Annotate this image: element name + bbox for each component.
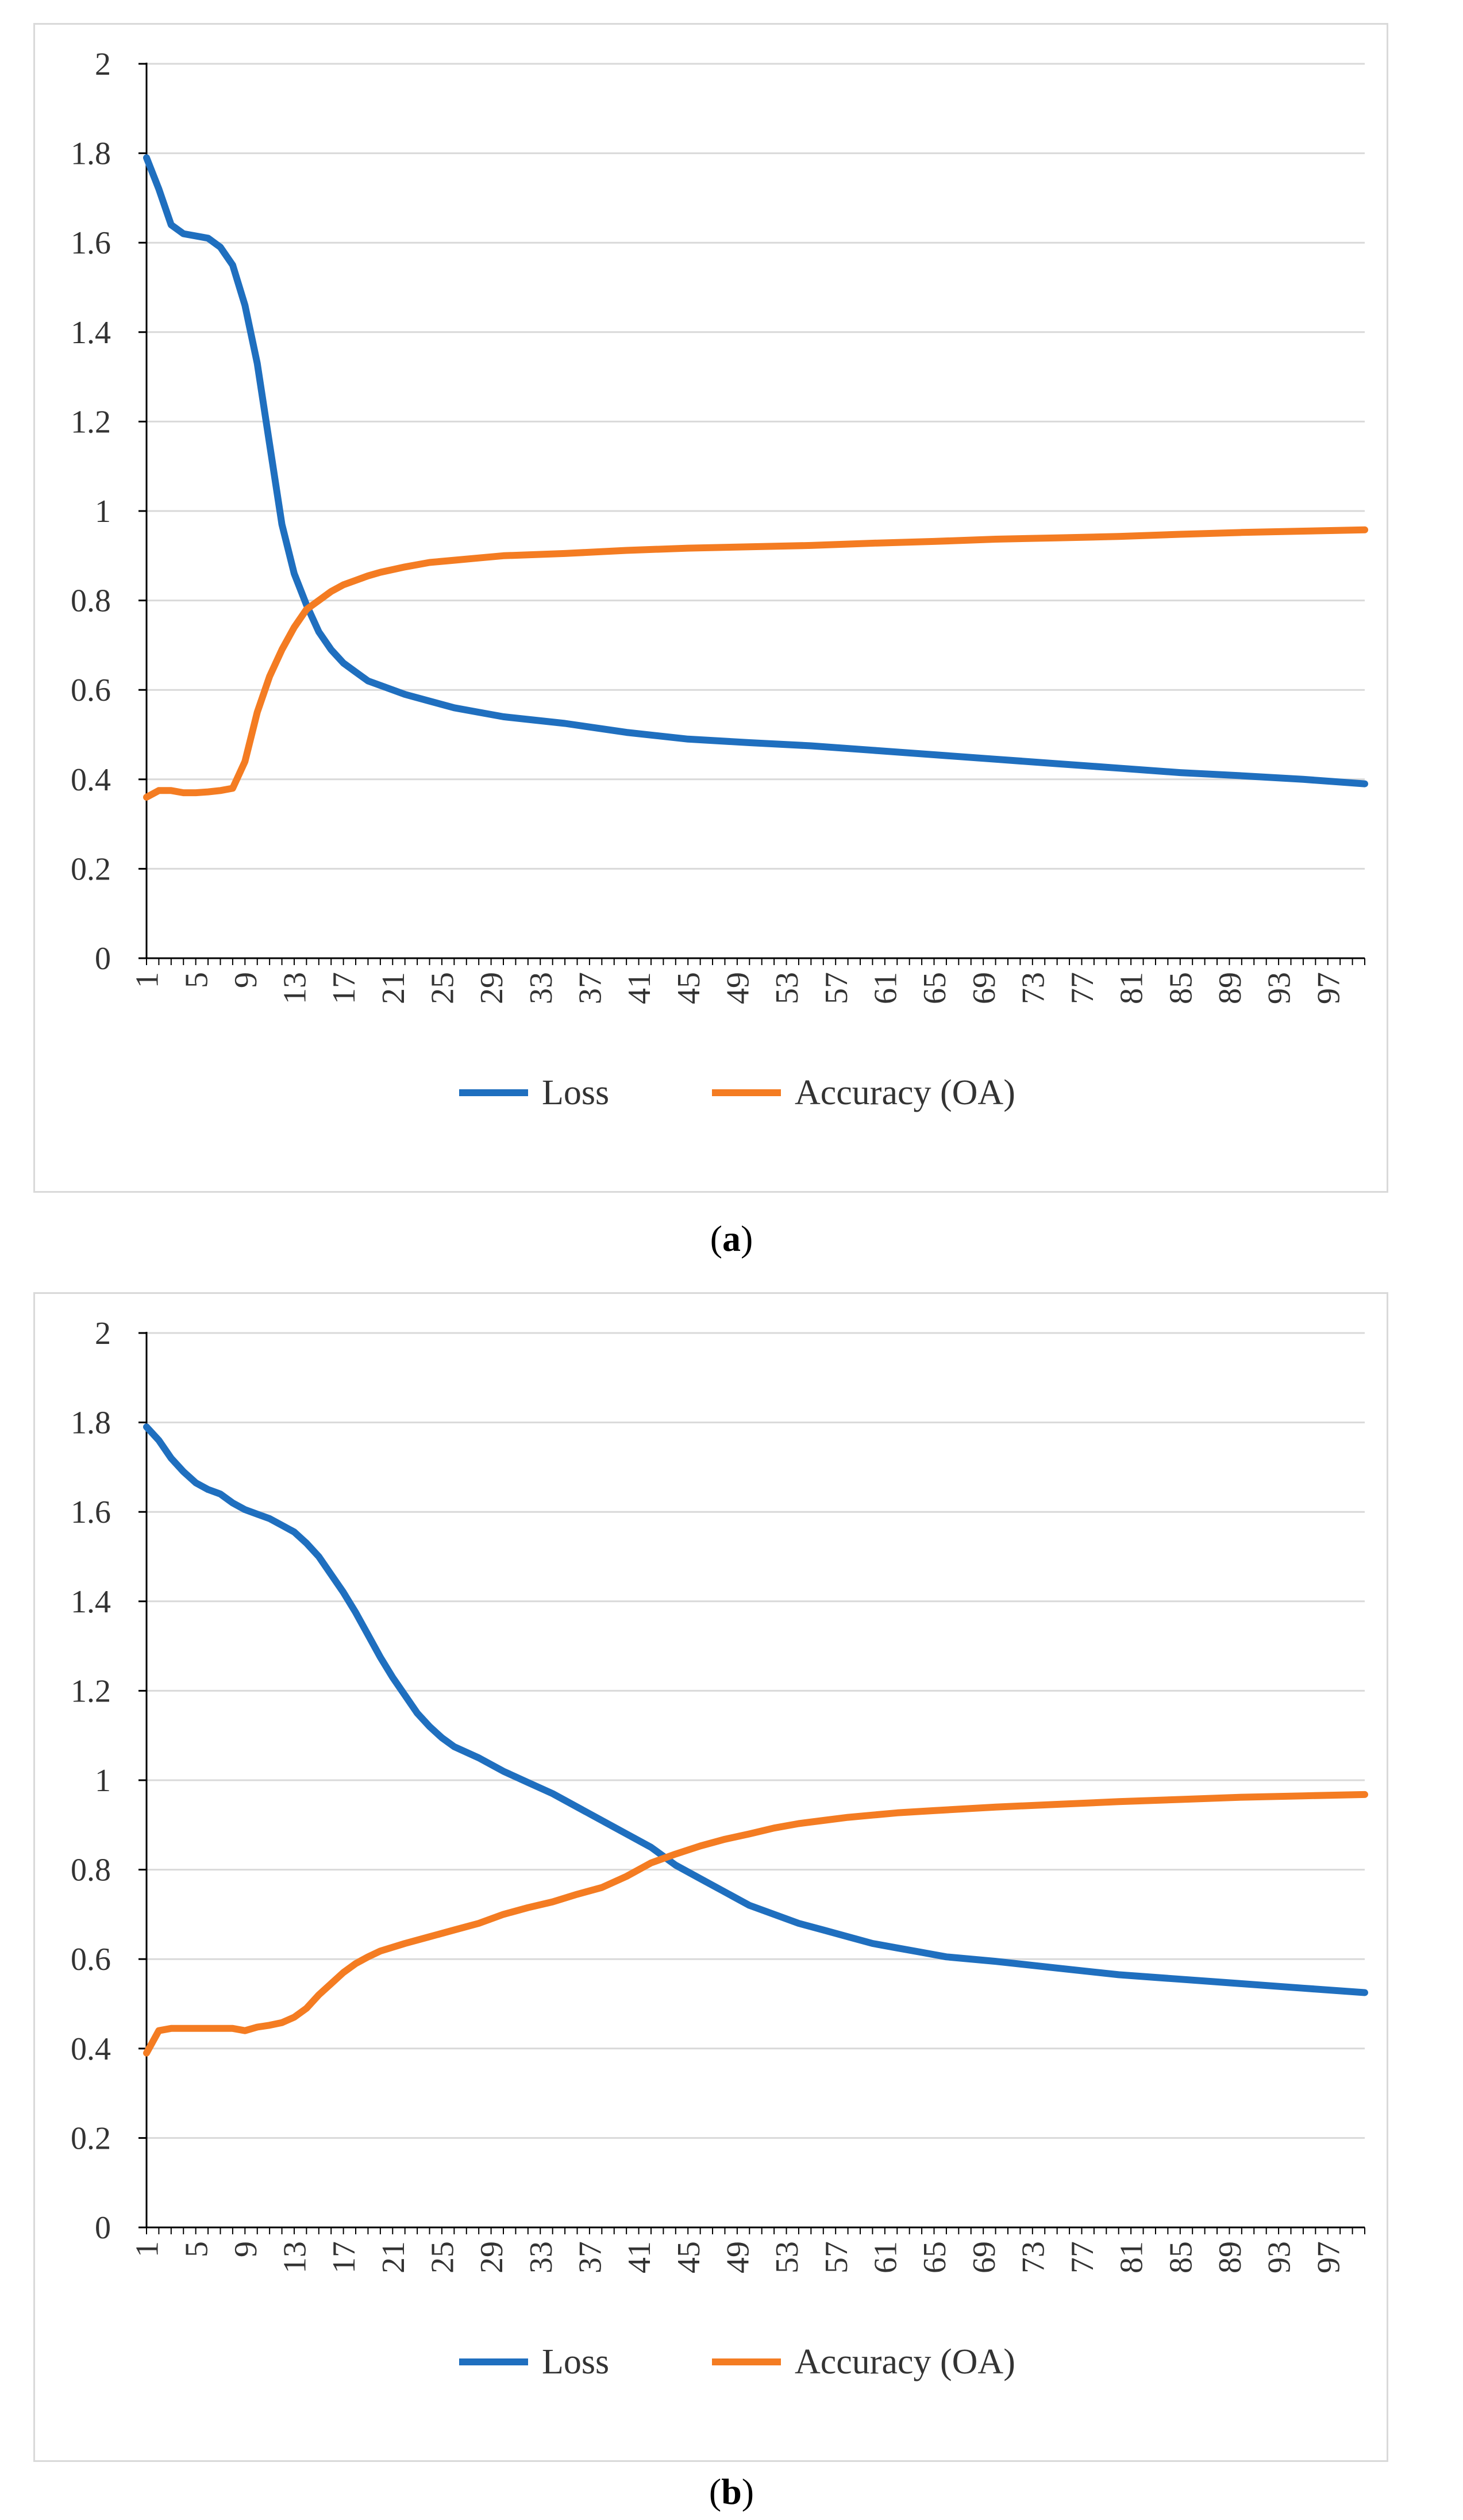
x-tick-label: 1 [130,972,165,988]
series-line-loss [143,1423,1368,1996]
legend-label: Accuracy (OA) [795,1073,1015,1112]
y-tick-label: 1.2 [71,1673,111,1709]
x-tick-label: 29 [474,972,510,1004]
chart-panel-b: 0 0.2 0.4 0.6 0.8 1 1.2 1.4 1.6 1.8 2 1 5 9 13 17 21 25 29… [33,1292,1388,2462]
x-tick-label: 49 [720,972,756,1004]
series-line-accuracy-oa [143,1791,1368,2057]
x-tick-label: 37 [573,972,609,1004]
x-tick-label: 85 [1163,972,1199,1004]
x-tick-label: 45 [671,2241,707,2273]
legend-label: Accuracy (OA) [795,2342,1015,2381]
chart-panel-a: 0 0.2 0.4 0.6 0.8 1 1.2 1.4 1.6 1.8 2 1 5 9 13 17 21 25 29… [33,23,1388,1193]
caption-b: (b) [709,2471,754,2512]
y-tick-label: 0.8 [71,1853,111,1888]
series-line-loss [143,154,1368,788]
y-tick-label: 0.2 [71,2121,111,2156]
x-tick-label: 29 [474,2241,510,2273]
x-tick-label: 21 [376,972,411,1004]
y-tick-label: 1.4 [71,1584,111,1620]
x-tick-label: 97 [1311,972,1346,1004]
y-tick-label: 0 [95,941,111,977]
y-tick-label: 1 [95,494,111,529]
x-tick-label: 73 [1015,2241,1051,2273]
y-tick-label: 2 [95,1316,111,1351]
y-tick-label: 0.6 [71,673,111,708]
x-tick-label: 17 [326,972,362,1004]
x-tick-label: 9 [228,2241,264,2257]
y-tick-label: 0.4 [71,762,111,798]
x-tick-label: 61 [868,972,903,1004]
y-tick-label: 0.2 [71,851,111,887]
x-tick-label: 57 [819,2241,854,2273]
x-tick-label: 21 [376,2241,411,2273]
legend-label: Loss [542,2342,609,2381]
x-tick-label: 13 [278,972,313,1004]
x-tick-label: 97 [1311,2241,1346,2273]
x-tick-label: 25 [425,972,461,1004]
x-tick-label: 1 [130,2241,165,2257]
x-tick-label: 65 [917,2241,953,2273]
x-tick-label: 81 [1114,972,1150,1004]
x-tick-label: 65 [917,972,953,1004]
caption-b-label: b [721,2471,742,2512]
y-tick-label: 2 [95,47,111,82]
caption-a-label: a [722,1218,741,1259]
x-tick-label: 69 [967,2241,1002,2273]
x-tick-label: 77 [1065,2241,1100,2273]
x-tick-label: 41 [622,972,657,1004]
x-tick-label: 25 [425,2241,461,2273]
y-tick-label: 0.6 [71,1942,111,1977]
y-tick-label: 1.6 [71,1495,111,1530]
x-tick-label: 33 [523,2241,559,2273]
y-tick-label: 0.8 [71,583,111,619]
x-tick-label: 33 [523,972,559,1004]
x-tick-label: 85 [1163,2241,1199,2273]
caption-a: (a) [710,1218,753,1259]
x-tick-label: 77 [1065,972,1100,1004]
x-tick-label: 53 [769,2241,805,2273]
x-tick-label: 17 [326,2241,362,2273]
x-tick-label: 53 [769,972,805,1004]
y-tick-label: 1.8 [71,136,111,172]
y-tick-label: 0.4 [71,2031,111,2067]
x-tick-label: 81 [1114,2241,1150,2273]
x-tick-label: 13 [278,2241,313,2273]
x-tick-label: 89 [1212,972,1248,1004]
x-tick-label: 93 [1262,2241,1298,2273]
x-tick-label: 61 [868,2241,903,2273]
x-tick-label: 49 [720,2241,756,2273]
y-tick-label: 1.6 [71,225,111,261]
x-tick-label: 57 [819,972,854,1004]
line-chart-a: 00.20.40.60.811.21.41.61.821 5 9 13 17 21 25 29… [71,47,1368,1112]
x-tick-label: 5 [179,2241,214,2257]
series-line-accuracy-oa [143,526,1368,801]
y-tick-label: 1.2 [71,404,111,440]
y-tick-label: 0 [95,2210,111,2246]
x-tick-label: 41 [622,2241,657,2273]
x-tick-label: 93 [1262,972,1298,1004]
x-tick-label: 45 [671,972,707,1004]
x-tick-label: 37 [573,2241,609,2273]
x-tick-label: 73 [1015,972,1051,1004]
y-tick-label: 1 [95,1763,111,1799]
legend-label: Loss [542,1073,609,1112]
x-tick-label: 69 [967,972,1002,1004]
y-tick-label: 1.4 [71,315,111,351]
x-tick-label: 5 [179,972,214,988]
x-tick-label: 89 [1212,2241,1248,2273]
line-chart-b: 00.20.40.60.811.21.41.61.821 5 9 13 17 21 25 29… [71,1316,1368,2381]
y-tick-label: 1.8 [71,1405,111,1441]
x-tick-label: 9 [228,972,264,988]
